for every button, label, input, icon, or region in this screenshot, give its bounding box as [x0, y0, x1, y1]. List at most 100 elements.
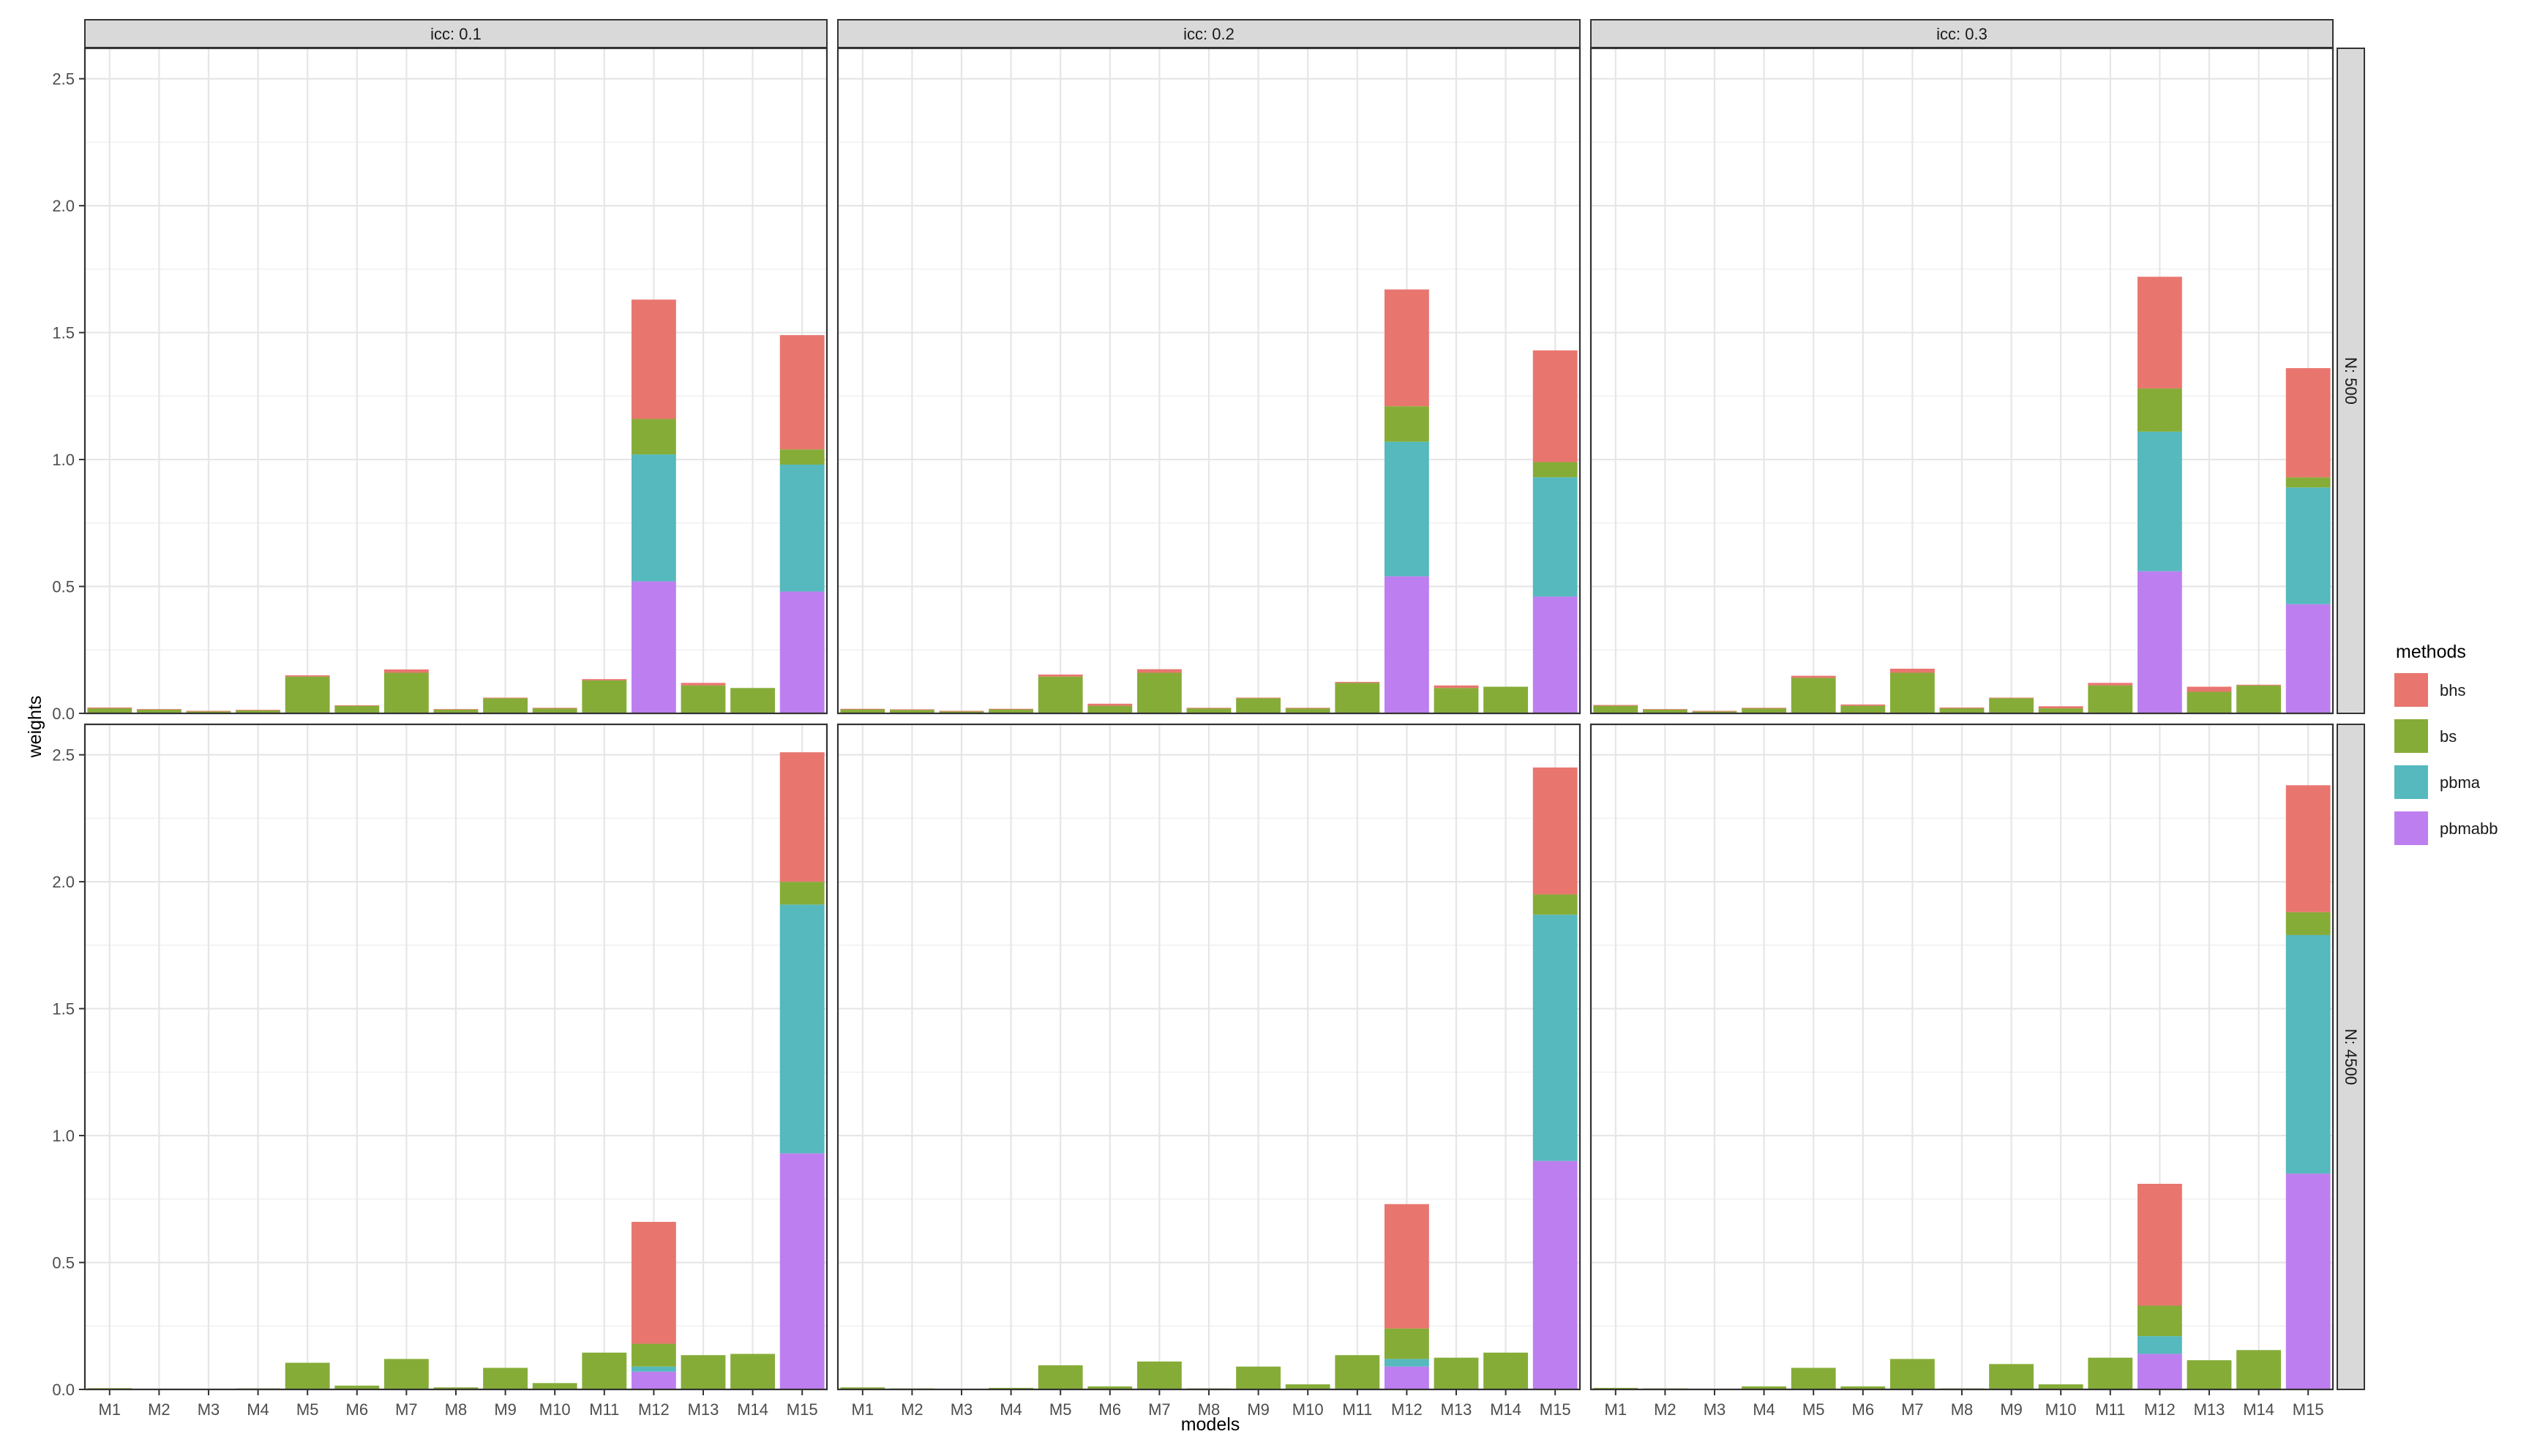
bar-segment-bs [433, 709, 479, 713]
panel [1589, 47, 2334, 715]
facet-strip-col-label: icc: 0.1 [430, 25, 482, 43]
bar-segment-bhs [1989, 697, 2034, 699]
bar-segment-bhs [1791, 675, 1836, 678]
bar-segment-bs [2088, 1357, 2133, 1389]
bar-segment-pbmabb [2137, 571, 2182, 713]
panel [836, 47, 1581, 715]
bar-segment-pbma [2137, 431, 2182, 571]
bar-segment-bhs [631, 299, 676, 419]
bar-segment-bhs [2285, 368, 2331, 478]
x-tick-label: M5 [296, 1400, 319, 1419]
x-tick-label: M10 [2045, 1400, 2077, 1419]
bar-segment-pbmabb [1384, 576, 1429, 713]
y-tick-label: 0.5 [52, 1254, 75, 1272]
bar-segment-bhs [483, 697, 528, 699]
bar-segment-bs [1989, 698, 2034, 713]
bar-segment-bhs [1335, 681, 1380, 683]
y-tick-label: 2.5 [52, 70, 75, 89]
bar-segment-bs [1532, 462, 1578, 478]
bar-segment-bs [532, 708, 577, 713]
legend-key-bs [2394, 719, 2428, 753]
x-tick-label: M14 [737, 1400, 768, 1419]
facet-strip-row [2337, 724, 2365, 1390]
bar-segment-bs [779, 449, 825, 465]
x-tick-label: M9 [1247, 1400, 1270, 1419]
bar-segment-bs [2285, 912, 2331, 935]
x-tick-label: M15 [2293, 1400, 2324, 1419]
bar-segment-bhs [136, 709, 181, 710]
x-tick-label: M12 [2144, 1400, 2176, 1419]
bar-segment-bs [1434, 1357, 1479, 1389]
bar-segment-bs [236, 710, 281, 713]
x-tick-label: M4 [247, 1400, 269, 1419]
y-tick-label: 0.0 [52, 1381, 75, 1399]
bar-segment-bs [1939, 708, 1985, 713]
facet-strip-col [1590, 19, 2334, 48]
bar-segment-bs [1989, 1364, 2034, 1389]
bar-segment-bhs [433, 709, 479, 710]
bar-segment-bs [1136, 672, 1182, 713]
x-tick-label: M3 [1704, 1400, 1726, 1419]
bar-segment-bs [1186, 708, 1232, 713]
legend-key-bhs [2394, 673, 2428, 707]
bar-segment-bhs [1038, 674, 1083, 677]
x-tick-label: M7 [395, 1400, 418, 1419]
bar-segment-bs [285, 1362, 330, 1389]
x-tick-label: M2 [148, 1400, 171, 1419]
bar-segment-pbma [1532, 477, 1578, 597]
bar-segment-bs [681, 1355, 726, 1389]
bar-segment-pbmabb [631, 1371, 676, 1389]
y-tick-label: 1.5 [52, 324, 75, 342]
bar-segment-pbmabb [1532, 1160, 1578, 1389]
x-tick-label: M12 [1391, 1400, 1423, 1419]
facet-strip-col-label: icc: 0.3 [1936, 25, 1987, 43]
bar-segment-bs [433, 1387, 479, 1389]
bar-segment-bs [1840, 1386, 1886, 1389]
x-tick-label: M15 [1540, 1400, 1571, 1419]
bar-segment-bs [1692, 711, 1737, 713]
legend-label-bs: bs [2440, 727, 2457, 746]
bar-segment-bs [2088, 685, 2133, 713]
x-tick-label: M1 [1605, 1400, 1627, 1419]
x-tick-label: M11 [1342, 1400, 1372, 1419]
bar-segment-bs [483, 698, 528, 713]
bar-segment-bs [2038, 708, 2083, 713]
bar-segment-pbmabb [779, 591, 825, 713]
bar-segment-pbmabb [779, 1153, 825, 1389]
bar-segment-bs [1840, 705, 1886, 713]
bar-segment-bhs [2187, 686, 2232, 692]
panel: M1 M2 M3 M4 M5 M6 M7 M8 M9 M10 M11 M12 M13 M14 M15 [836, 723, 1581, 1419]
bar-segment-bhs [989, 708, 1034, 710]
bar-segment-bs [1791, 678, 1836, 713]
x-tick-label: M6 [1852, 1400, 1875, 1419]
x-tick-label: M6 [1099, 1400, 1122, 1419]
y-tick-label: 1.0 [52, 1127, 75, 1145]
bar-segment-bhs [2038, 706, 2083, 709]
bar-segment-bhs [383, 669, 429, 673]
bar-segment-pbmabb [1384, 1366, 1429, 1389]
bar-segment-pbmabb [2285, 1174, 2331, 1389]
bar-segment-bs [1087, 705, 1133, 713]
x-tick-label: M9 [2000, 1400, 2023, 1419]
legend-label-bhs: bhs [2440, 681, 2465, 699]
panel-border [1589, 47, 2334, 715]
facet-strip-col [837, 19, 1581, 48]
bar-segment-bs [532, 1383, 577, 1389]
bar-segment-bhs [1692, 710, 1737, 712]
bar-segment-pbmabb [2285, 604, 2331, 713]
x-tick-label: M13 [2194, 1400, 2225, 1419]
bar-segment-bs [2187, 691, 2232, 713]
bar-segment-bs [582, 1352, 627, 1389]
bar-segment-bs [1791, 1367, 1836, 1389]
panel-border [836, 47, 1581, 715]
y-axis-title: weights [25, 696, 45, 759]
bar-segment-pbma [2285, 934, 2331, 1174]
panel: 0.0 0.5 1.0 1.5 2.0 2.5 [52, 47, 828, 723]
legend-key-pbma [2394, 765, 2428, 799]
bar-segment-bs [840, 1387, 885, 1389]
bar-segment-bs [582, 680, 627, 713]
bar-segment-bhs [1642, 709, 1687, 710]
x-tick-label: M14 [1490, 1400, 1521, 1419]
bar-segment-bhs [186, 710, 231, 712]
x-tick-label: M7 [1901, 1400, 1924, 1419]
